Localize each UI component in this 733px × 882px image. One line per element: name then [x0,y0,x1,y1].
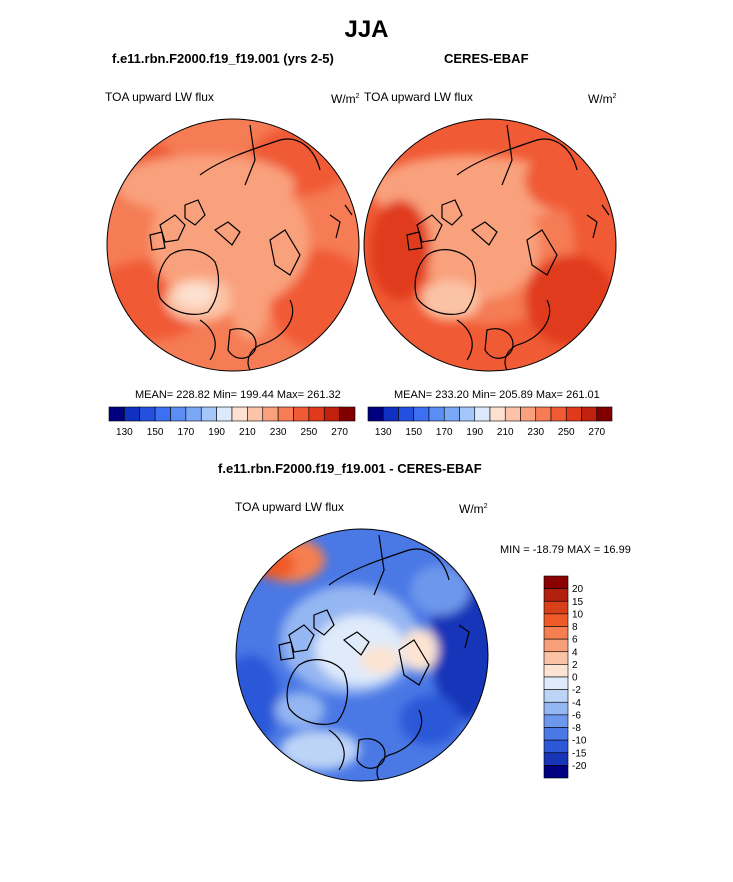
colorbar-0-tick-7: 270 [331,427,348,438]
colorbar-1-swatch-0 [367,406,384,422]
colorbar-1-swatch-14 [581,406,598,422]
colorbar-1-swatch-10 [520,406,537,422]
colorbar-1-swatch-6 [459,406,476,422]
colorbar-0-swatch-5 [185,406,202,422]
colorbar-2-tick-0: 20 [572,584,584,595]
model-stats: MEAN= 228.82 Min= 199.44 Max= 261.32 [135,389,341,401]
colorbar-2-swatch-2 [543,600,569,615]
colorbar-0-swatch-9 [247,406,264,422]
colorbar-2-swatch-3 [543,613,569,627]
figure-title: JJA [344,16,389,43]
colorbar-0-swatch-11 [277,406,294,422]
colorbar-0-swatch-13 [308,406,325,422]
model-variable-label: TOA upward LW flux [105,90,214,104]
colorbar-1-swatch-11 [535,406,552,422]
colorbar-1-tick-4: 210 [497,427,514,438]
colorbar-0-tick-0: 130 [116,427,133,438]
colorbar-2-tick-6: 2 [572,660,578,671]
colorbar-1-tick-3: 190 [466,427,483,438]
obs-stats: MEAN= 233.20 Min= 205.89 Max= 261.01 [394,389,600,401]
obs-colorbar: 130 150 170 190 210 230 250 270 [367,406,613,438]
colorbar-2-swatch-4 [543,626,569,640]
colorbar-2-swatch-14 [543,752,569,766]
colorbar-0-tick-3: 190 [208,427,225,438]
colorbar-2-swatch-10 [543,701,569,716]
colorbar-2-swatch-13 [543,739,569,754]
colorbar-0-swatch-6 [200,406,217,422]
obs-variable-label: TOA upward LW flux [364,90,473,104]
colorbar-1-swatch-15 [596,406,613,422]
colorbar-2-tick-5: 4 [572,647,578,658]
colorbar-1-swatch-8 [489,406,506,422]
model-map [106,118,360,372]
colorbar-0-swatch-14 [323,406,340,422]
diff-variable-label: TOA upward LW flux [235,500,344,514]
colorbar-2-tick-1: 15 [572,597,584,608]
colorbar-0-tick-6: 250 [301,427,318,438]
colorbar-2-tick-10: -6 [572,710,581,721]
colorbar-2-swatch-6 [543,651,569,665]
colorbar-2-tick-2: 10 [572,609,584,620]
colorbar-2-tick-14: -20 [572,761,587,772]
colorbar-0-swatch-10 [262,406,279,422]
colorbar-2-swatch-5 [543,638,569,653]
colorbar-0-swatch-15 [339,406,356,422]
colorbar-2-swatch-0 [543,575,569,589]
colorbar-1-tick-1: 150 [405,427,422,438]
colorbar-1-swatch-7 [474,406,491,422]
obs-panel-title: CERES-EBAF [444,51,529,66]
colorbar-2-tick-9: -4 [572,698,581,709]
colorbar-0-swatch-4 [170,406,187,422]
colorbar-0-swatch-0 [108,406,125,422]
colorbar-1-swatch-2 [398,406,415,422]
diff-units-label: W/m2 [459,502,488,516]
colorbar-1-swatch-5 [443,406,460,422]
diff-stats: MIN = -18.79 MAX = 16.99 [500,544,631,556]
colorbar-1-tick-6: 250 [558,427,575,438]
diff-map [235,528,489,782]
colorbar-2-swatch-15 [543,765,569,779]
colorbar-2-tick-8: -2 [572,685,581,696]
colorbar-2-swatch-11 [543,714,569,728]
colorbar-0-swatch-2 [139,406,156,422]
colorbar-2-tick-4: 6 [572,635,578,646]
colorbar-0-swatch-1 [124,406,141,422]
colorbar-2-tick-3: 8 [572,622,578,633]
colorbar-0-tick-1: 150 [147,427,164,438]
obs-units-label: W/m2 [588,92,617,106]
colorbar-2-swatch-1 [543,588,569,602]
diff-panel-title: f.e11.rbn.F2000.f19_f19.001 - CERES-EBAF [218,461,482,476]
colorbar-0-swatch-8 [231,406,248,422]
colorbar-2-tick-13: -15 [572,748,587,759]
obs-map [363,118,617,372]
colorbar-0-tick-2: 170 [178,427,195,438]
model-panel-title: f.e11.rbn.F2000.f19_f19.001 (yrs 2-5) [112,51,334,66]
colorbar-1-swatch-12 [550,406,567,422]
colorbar-1-swatch-3 [413,406,430,422]
colorbar-2-swatch-9 [543,689,569,703]
colorbar-1-tick-7: 270 [588,427,605,438]
colorbar-1-swatch-13 [565,406,582,422]
colorbar-1-tick-5: 230 [527,427,544,438]
colorbar-2-tick-11: -8 [572,723,581,734]
colorbar-1-swatch-1 [382,406,399,422]
colorbar-2-swatch-12 [543,727,569,741]
colorbar-0-swatch-12 [293,406,310,422]
colorbar-1-tick-0: 130 [375,427,392,438]
colorbar-2-swatch-8 [543,676,569,690]
colorbar-0-swatch-7 [216,406,233,422]
colorbar-2-tick-12: -10 [572,736,587,747]
colorbar-0-tick-4: 210 [239,427,256,438]
colorbar-0-swatch-3 [154,406,171,422]
model-colorbar: 130 150 170 190 210 230 250 270 [108,406,356,438]
colorbar-1-tick-2: 170 [436,427,453,438]
colorbar-1-swatch-9 [504,406,521,422]
colorbar-1-swatch-4 [428,406,445,422]
colorbar-2-swatch-7 [543,664,569,678]
model-units-label: W/m2 [331,92,360,106]
colorbar-2-tick-7: 0 [572,673,578,684]
colorbar-0-tick-5: 230 [270,427,287,438]
